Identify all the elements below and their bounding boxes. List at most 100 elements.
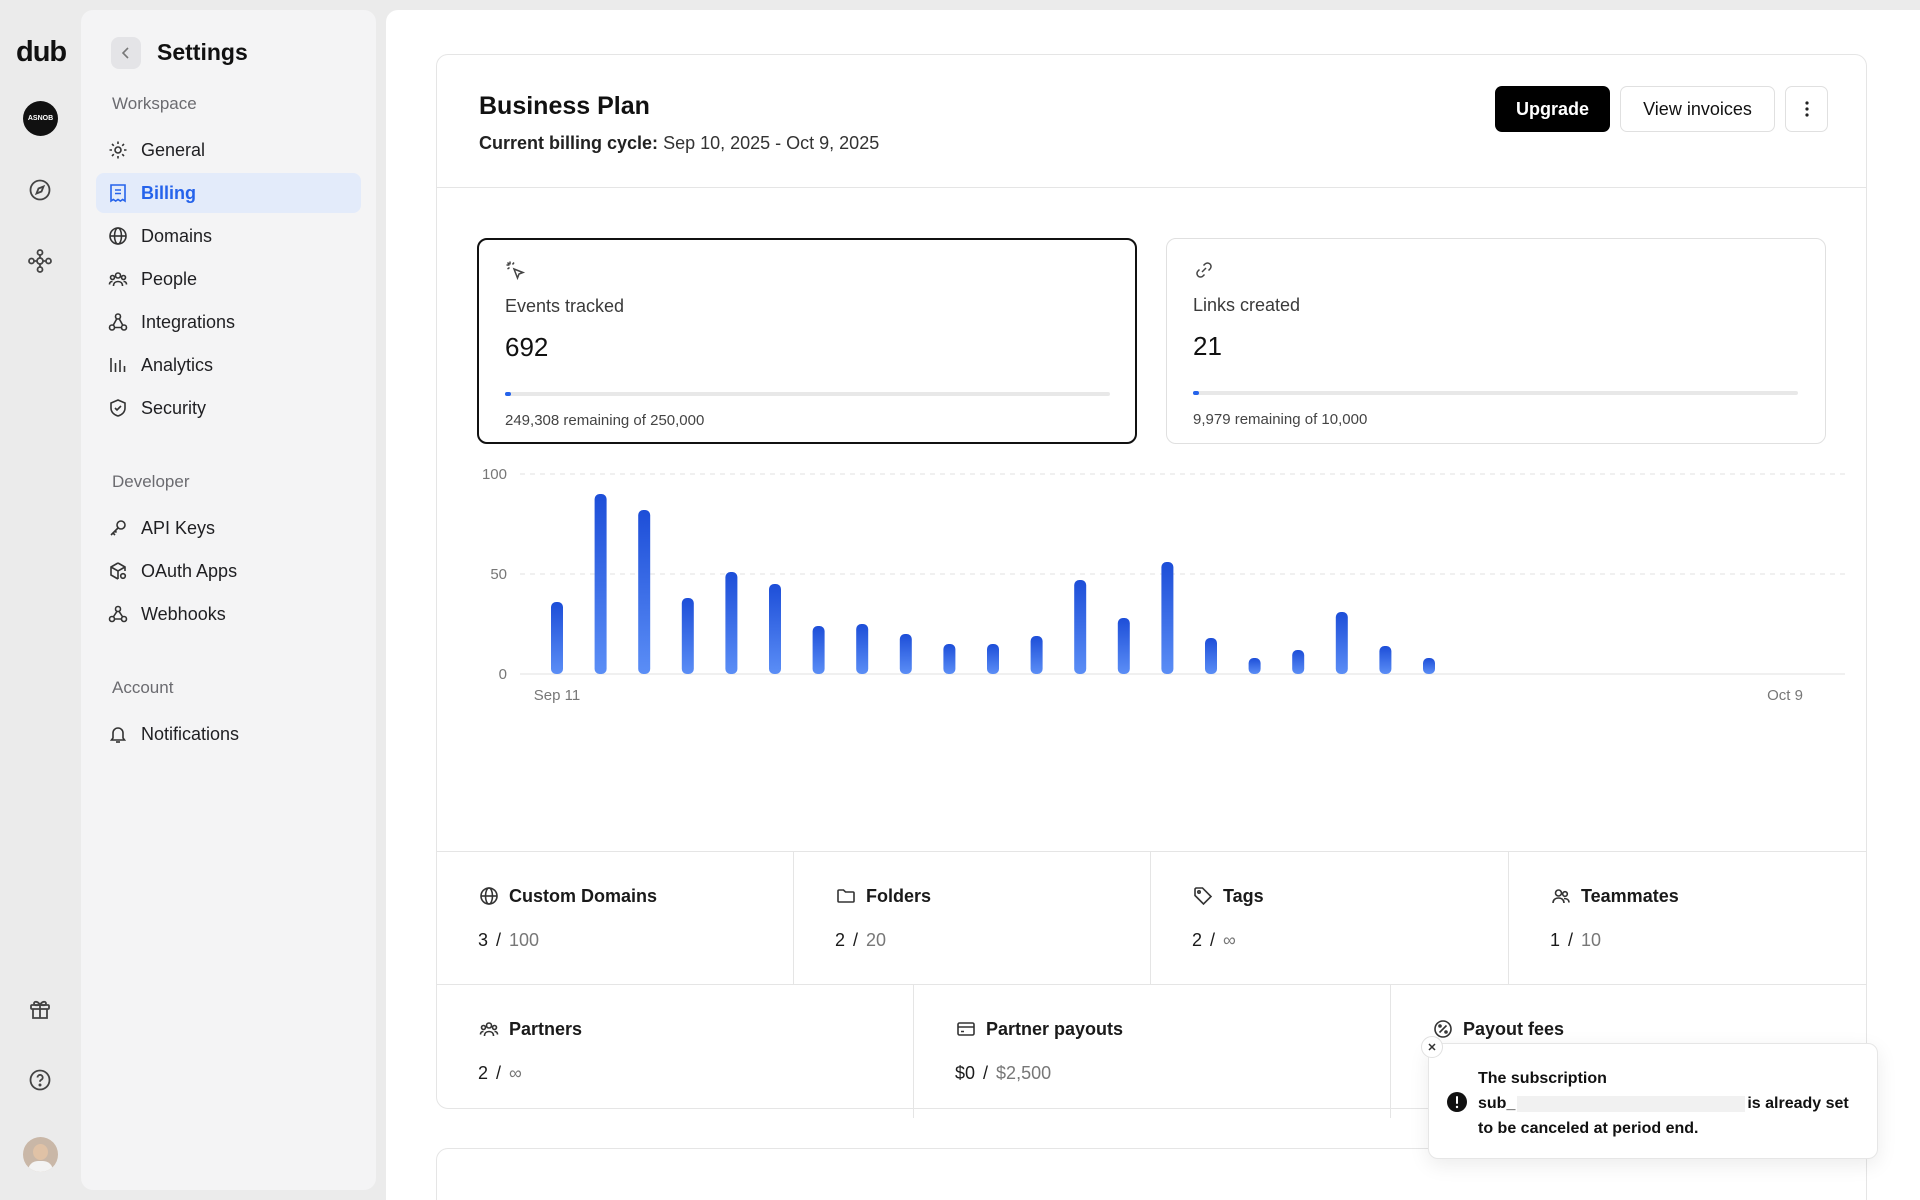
chart-bar[interactable]	[1335, 612, 1348, 674]
sidebar-item-people[interactable]: People	[96, 259, 361, 299]
avatar-head	[33, 1144, 48, 1160]
chart-bar[interactable]	[594, 494, 607, 674]
sidebar-item-integrations[interactable]: Integrations	[96, 302, 361, 342]
links-created-card[interactable]: Links created 21 9,979 remaining of 10,0…	[1166, 238, 1826, 444]
upgrade-button[interactable]: Upgrade	[1495, 86, 1610, 132]
chart-bar[interactable]	[987, 644, 999, 674]
stat-label: Folders	[866, 885, 932, 906]
chart-bar[interactable]	[1074, 580, 1087, 674]
stat-used: 2	[1192, 930, 1203, 950]
toast-line-1: The subscription	[1478, 1070, 1607, 1087]
chart-bar[interactable]	[1205, 638, 1217, 674]
stat-folders: Folders 2/20	[794, 852, 1151, 985]
chart-bar[interactable]	[943, 644, 956, 674]
stat-partner-payouts: Partner payouts $0/$2,500	[914, 985, 1391, 1118]
chart-bar[interactable]	[769, 584, 781, 674]
chart-bar[interactable]	[1379, 646, 1392, 674]
stat-label: Payout fees	[1463, 1018, 1565, 1039]
workspace-avatar[interactable]: ASNOB	[23, 101, 58, 136]
sidebar-item-webhooks[interactable]: Webhooks	[96, 594, 361, 634]
stat-used: 1	[1550, 930, 1561, 950]
chart-bar[interactable]	[551, 602, 563, 674]
sidebar-title: Settings	[157, 39, 248, 65]
sidebar-item-label: OAuth Apps	[141, 560, 238, 581]
chart-bar[interactable]	[681, 598, 694, 674]
sidebar-item-billing[interactable]: Billing	[96, 173, 361, 213]
stats-row: Custom Domains 3/100 Folders 2/20 Tags 2…	[437, 851, 1866, 985]
plan-title: Business Plan	[479, 92, 650, 120]
billing-cycle: Current billing cycle: Sep 10, 2025 - Oc…	[479, 133, 879, 154]
stat-custom-domains: Custom Domains 3/100	[437, 852, 794, 985]
globe-icon	[107, 225, 129, 247]
gift-icon[interactable]	[26, 995, 54, 1023]
chart-bar[interactable]	[1423, 658, 1435, 674]
percent-icon	[1432, 1018, 1454, 1040]
usage-progress-fill	[1193, 391, 1199, 395]
toast-message: The subscription sub_ is already set to b…	[1478, 1066, 1863, 1141]
stats-row: Partners 2/∞ Partner payouts $0/$2,500 P…	[437, 984, 1866, 1118]
cursor-click-icon	[506, 261, 526, 281]
chart-bar[interactable]	[725, 572, 738, 674]
avatar-body	[28, 1161, 53, 1172]
usage-remaining: 249,308 remaining of 250,000	[505, 412, 705, 429]
sidebar-item-domains[interactable]: Domains	[96, 216, 361, 256]
chart-bar[interactable]	[1292, 650, 1305, 674]
sidebar-item-analytics[interactable]: Analytics	[96, 345, 361, 385]
sidebar-item-label: Notifications	[141, 723, 240, 744]
integrations-icon	[107, 311, 129, 333]
chart-bar[interactable]	[1161, 562, 1174, 674]
chart-bar[interactable]	[1248, 658, 1261, 674]
sidebar-item-label: People	[141, 268, 198, 289]
chart-y-tick-label: 0	[499, 666, 507, 683]
sidebar-item-general[interactable]: General	[96, 130, 361, 170]
sidebar-item-oauth-apps[interactable]: OAuth Apps	[96, 551, 361, 591]
stat-limit: 20	[866, 930, 887, 950]
chart-bar[interactable]	[1030, 636, 1043, 674]
chart-x-tick-label: Oct 9	[1767, 687, 1803, 704]
sidebar-item-label: API Keys	[141, 517, 216, 538]
events-tracked-card[interactable]: Events tracked 692 249,308 remaining of …	[477, 238, 1137, 444]
icon-rail: dub ASNOB	[0, 0, 81, 1200]
chart-bar[interactable]	[856, 624, 869, 674]
chart-bar[interactable]	[812, 626, 825, 674]
chart-bar[interactable]	[899, 634, 912, 674]
stat-limit: 100	[509, 930, 540, 950]
link-icon	[1196, 262, 1212, 278]
billing-card: Business Plan Current billing cycle: Sep…	[436, 54, 1867, 1118]
redacted-subscription-id	[1517, 1095, 1746, 1112]
more-options-button[interactable]	[1785, 86, 1828, 132]
sidebar-item-label: Security	[141, 397, 207, 418]
credit-card-icon	[955, 1018, 977, 1040]
stat-used: $0	[955, 1063, 976, 1083]
sidebar-item-security[interactable]: Security	[96, 388, 361, 428]
usage-label: Events tracked	[505, 296, 625, 316]
sidebar-item-api-keys[interactable]: API Keys	[96, 508, 361, 548]
stat-used: 2	[835, 930, 846, 950]
stat-teammates: Teammates 1/10	[1550, 885, 1679, 951]
chart-x-tick-label: Sep 11	[534, 687, 580, 704]
user-avatar[interactable]	[23, 1137, 58, 1172]
usage-remaining: 9,979 remaining of 10,000	[1193, 411, 1368, 428]
compass-icon[interactable]	[26, 176, 54, 204]
group-label-developer: Developer	[112, 472, 190, 491]
chart-y-tick-label: 100	[482, 466, 507, 483]
back-button[interactable]	[111, 37, 141, 69]
toast-close-button[interactable]	[1421, 1036, 1443, 1058]
help-icon[interactable]	[26, 1066, 54, 1094]
chart-bar[interactable]	[1117, 618, 1130, 674]
alert-icon	[1447, 1092, 1467, 1112]
chart-bar[interactable]	[638, 510, 651, 674]
hub-icon[interactable]	[26, 247, 54, 275]
sidebar-item-label: Analytics	[141, 354, 214, 375]
webhook-icon	[107, 603, 129, 625]
usage-value: 21	[1193, 331, 1222, 361]
chevron-left-icon	[121, 47, 129, 59]
chart-y-tick-label: 50	[490, 566, 507, 583]
usage-progress-track	[505, 392, 1110, 396]
receipt-icon	[107, 182, 129, 204]
view-invoices-button[interactable]: View invoices	[1620, 86, 1775, 132]
sidebar-item-notifications[interactable]: Notifications	[96, 714, 361, 754]
billing-cycle-label: Current billing cycle:	[479, 133, 659, 153]
billing-cycle-value: Sep 10, 2025 - Oct 9, 2025	[663, 133, 880, 153]
dub-logo[interactable]: dub	[16, 36, 67, 68]
